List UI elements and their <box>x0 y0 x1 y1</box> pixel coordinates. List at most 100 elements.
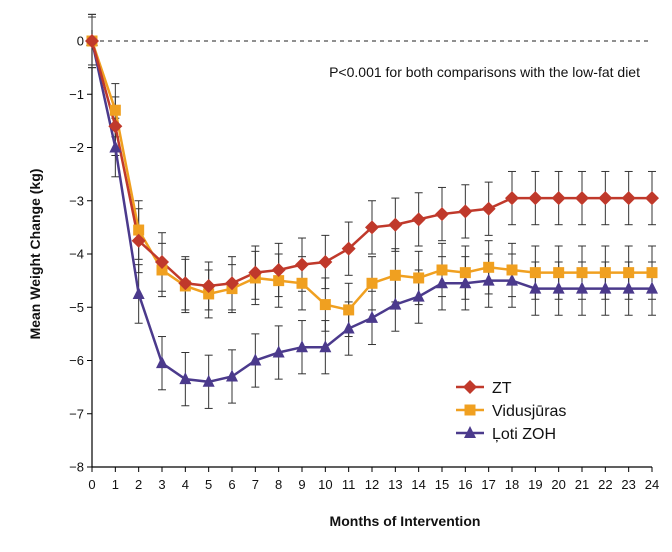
diamond-marker <box>341 241 356 256</box>
diamond-marker <box>575 191 589 206</box>
diamond-marker <box>621 191 636 206</box>
legend-label: ZT <box>492 380 512 397</box>
square-marker <box>273 275 285 287</box>
x-tick-label: 16 <box>458 477 472 492</box>
triangle-marker <box>646 281 658 294</box>
triangle-marker <box>249 353 262 366</box>
square-marker <box>319 299 331 311</box>
square-marker <box>553 267 565 279</box>
square-marker <box>109 104 121 116</box>
y-tick-label: −1 <box>69 87 84 102</box>
x-tick-label: 13 <box>388 477 402 492</box>
x-tick-label: 23 <box>621 477 635 492</box>
x-axis-title: Months of Intervention <box>330 513 481 529</box>
triangle-marker <box>132 286 145 299</box>
y-tick-label: −5 <box>69 300 84 315</box>
triangle-marker <box>482 273 495 286</box>
diamond-marker <box>178 276 193 291</box>
diamond-marker <box>645 191 659 206</box>
triangle-marker <box>436 276 448 289</box>
diamond-marker <box>155 254 169 269</box>
diamond-marker <box>411 212 426 227</box>
square-marker <box>413 272 425 284</box>
diamond-marker <box>318 254 333 269</box>
x-tick-label: 18 <box>505 477 519 492</box>
diamond-marker <box>435 207 449 222</box>
square-marker <box>459 267 471 279</box>
y-tick-label: −4 <box>69 247 84 262</box>
y-tick-label: 0 <box>77 34 84 49</box>
diamond-marker <box>365 220 379 235</box>
diamond-marker <box>108 119 123 134</box>
diamond-marker <box>551 191 566 206</box>
x-tick-label: 6 <box>228 477 235 492</box>
y-tick-label: −3 <box>69 193 84 208</box>
diamond-marker <box>131 233 146 248</box>
diamond-marker <box>505 191 519 206</box>
x-tick-label: 4 <box>182 477 189 492</box>
triangle-marker <box>464 426 476 438</box>
square-marker <box>623 267 635 279</box>
x-tick-label: 22 <box>598 477 612 492</box>
x-tick-label: 12 <box>365 477 379 492</box>
triangle-marker <box>599 281 612 294</box>
y-tick-label: −7 <box>69 406 84 421</box>
diamond-marker <box>463 380 477 394</box>
triangle-marker <box>202 374 215 387</box>
annotation-text: P<0.001 for both comparisons with the lo… <box>329 64 640 80</box>
triangle-marker <box>459 276 472 289</box>
square-marker <box>203 288 215 300</box>
y-axis-title: Mean Weight Change (kg) <box>27 169 43 340</box>
diamond-marker <box>271 262 286 277</box>
x-tick-label: 2 <box>135 477 142 492</box>
triangle-marker <box>156 356 168 369</box>
square-marker <box>436 264 448 276</box>
y-tick-label: −8 <box>69 460 84 475</box>
diamond-marker <box>388 217 403 232</box>
x-tick-label: 5 <box>205 477 212 492</box>
triangle-marker <box>622 281 635 294</box>
diamond-marker <box>481 201 496 216</box>
x-tick-label: 1 <box>112 477 119 492</box>
triangle-marker <box>226 369 238 382</box>
square-marker <box>646 267 658 279</box>
x-tick-label: 3 <box>158 477 165 492</box>
triangle-marker <box>319 340 332 353</box>
triangle-marker <box>272 345 285 358</box>
square-marker <box>389 269 401 281</box>
triangle-marker <box>389 297 402 310</box>
square-marker <box>343 304 355 316</box>
triangle-marker <box>342 321 355 334</box>
x-tick-label: 17 <box>481 477 495 492</box>
diamond-marker <box>201 278 216 293</box>
triangle-marker <box>109 140 122 153</box>
triangle-marker <box>529 281 542 294</box>
axes: 0−1−2−3−4−5−6−7−80 1 2 3 4 5 6 7 8 9 10 11 12 13 14 15 1… <box>69 30 659 492</box>
triangle-marker <box>179 372 192 385</box>
x-tick-label: 7 <box>252 477 259 492</box>
y-tick-label: −6 <box>69 353 84 368</box>
triangle-marker <box>296 340 308 353</box>
diamond-marker <box>458 204 473 219</box>
x-tick-label: 8 <box>275 477 282 492</box>
x-tick-label: 11 <box>342 477 356 492</box>
y-tick-label: −2 <box>69 140 84 155</box>
diamond-marker <box>598 191 613 206</box>
x-tick-label: 20 <box>551 477 565 492</box>
triangle-marker <box>366 310 378 323</box>
x-tick-label: 21 <box>575 477 589 492</box>
diamond-marker <box>295 257 309 272</box>
diamond-marker <box>528 191 543 206</box>
x-tick-label: 14 <box>411 477 425 492</box>
triangle-marker <box>552 281 565 294</box>
diamond-marker <box>225 276 239 291</box>
x-tick-label: 9 <box>298 477 305 492</box>
triangle-marker <box>506 273 518 286</box>
square-marker <box>483 261 495 273</box>
x-tick-label: 0 <box>88 477 95 492</box>
square-marker <box>366 277 378 289</box>
x-tick-label: 24 <box>645 477 659 492</box>
x-tick-label: 15 <box>435 477 449 492</box>
series-markers <box>85 34 659 387</box>
